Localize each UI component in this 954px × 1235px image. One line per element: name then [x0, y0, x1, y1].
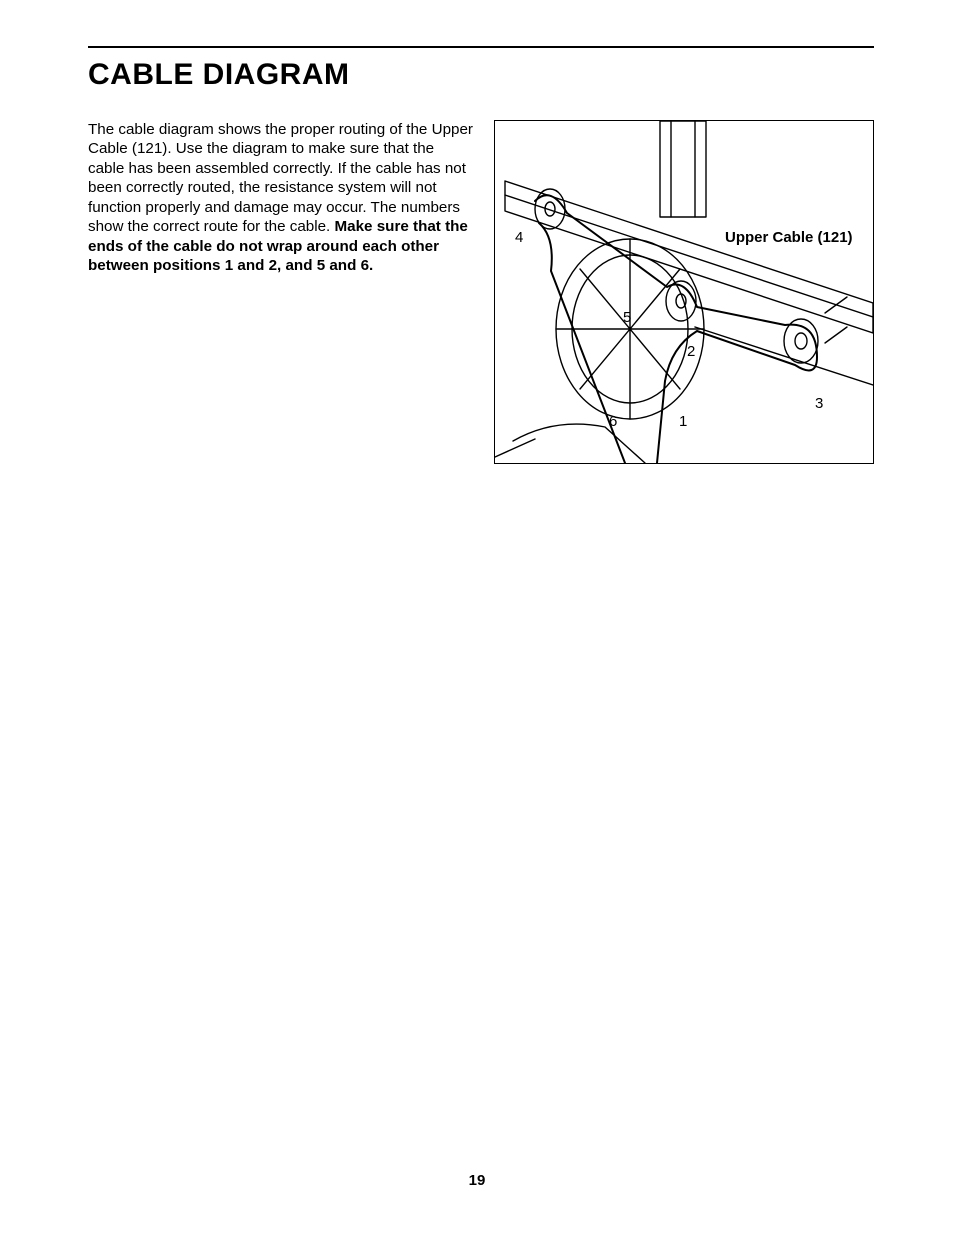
page-number: 19: [0, 1172, 954, 1189]
title-rule: [88, 46, 874, 48]
upper-cable-label: Upper Cable (121): [723, 229, 855, 246]
manual-page: CABLE DIAGRAM The cable diagram shows th…: [0, 0, 954, 1235]
callout-3: 3: [815, 395, 823, 412]
page-title: CABLE DIAGRAM: [88, 58, 874, 92]
callout-5: 5: [623, 309, 631, 326]
cable-diagram-figure: Upper Cable (121) 4 5 2 3 1 6: [494, 120, 874, 464]
figure-column: Upper Cable (121) 4 5 2 3 1 6: [494, 120, 874, 464]
callout-1: 1: [679, 413, 687, 430]
two-column-layout: The cable diagram shows the proper routi…: [88, 120, 874, 464]
instruction-paragraph: The cable diagram shows the proper routi…: [88, 120, 474, 276]
callout-2: 2: [687, 343, 695, 360]
instruction-text-column: The cable diagram shows the proper routi…: [88, 120, 474, 276]
callout-4: 4: [515, 229, 523, 246]
callout-6: 6: [609, 413, 617, 430]
